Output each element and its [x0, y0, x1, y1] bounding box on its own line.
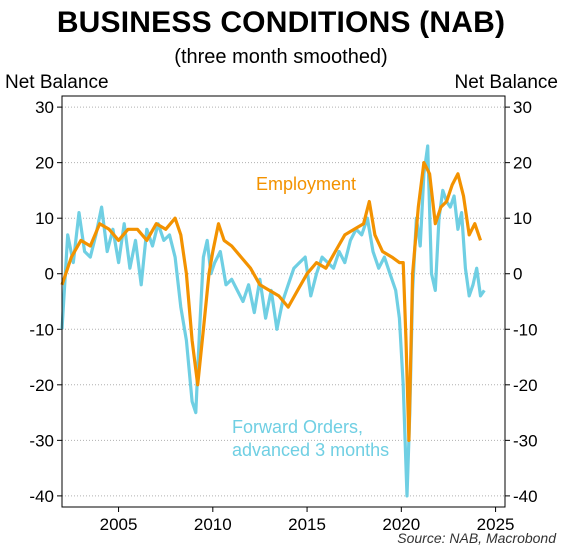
y-tick-label: -10 — [29, 320, 54, 339]
y-tick-label: -40 — [513, 487, 538, 506]
left-y-axis-ticks: 30 20 10 0 -10 -20 -30 -40 — [29, 98, 62, 506]
employment-series-line — [60, 161, 483, 442]
forward-orders-series-label-line1: Forward Orders, — [232, 417, 363, 437]
left-axis-unit-label: Net Balance — [5, 72, 109, 93]
y-tick-label: 10 — [35, 209, 54, 228]
y-tick-label: 30 — [35, 98, 54, 117]
x-tick-label: 2020 — [382, 515, 420, 534]
employment-series-label: Employment — [256, 174, 356, 194]
series-lines — [60, 144, 486, 498]
chart-title: BUSINESS CONDITIONS (NAB) — [56, 6, 506, 39]
y-tick-label: 20 — [513, 154, 532, 173]
x-axis-ticks: 2005 2010 2015 2020 2025 — [100, 507, 515, 534]
right-axis-unit-label: Net Balance — [454, 72, 558, 93]
source-note: Source: NAB, Macrobond — [397, 530, 556, 546]
x-tick-label: 2010 — [194, 515, 232, 534]
forward-orders-series-label-line2: advanced 3 months — [232, 440, 389, 460]
y-tick-label: -30 — [513, 431, 538, 450]
x-tick-label: 2025 — [477, 515, 515, 534]
y-tick-label: 30 — [513, 98, 532, 117]
plot-frame — [61, 95, 506, 508]
y-tick-label: -20 — [513, 376, 538, 395]
chart-subtitle: (three month smoothed) — [174, 46, 388, 68]
y-tick-label: -20 — [29, 376, 54, 395]
y-tick-label: 10 — [513, 209, 532, 228]
forward-orders-series-line — [60, 144, 486, 498]
y-tick-label: -10 — [513, 320, 538, 339]
y-tick-label: -40 — [29, 487, 54, 506]
y-tick-label: 20 — [35, 154, 54, 173]
x-tick-label: 2005 — [100, 515, 138, 534]
y-tick-label: -30 — [29, 431, 54, 450]
y-tick-label: 0 — [513, 265, 522, 284]
right-y-axis-ticks: 30 20 10 0 -10 -20 -30 -40 — [505, 98, 538, 506]
x-tick-label: 2015 — [288, 515, 326, 534]
y-tick-label: 0 — [45, 265, 54, 284]
